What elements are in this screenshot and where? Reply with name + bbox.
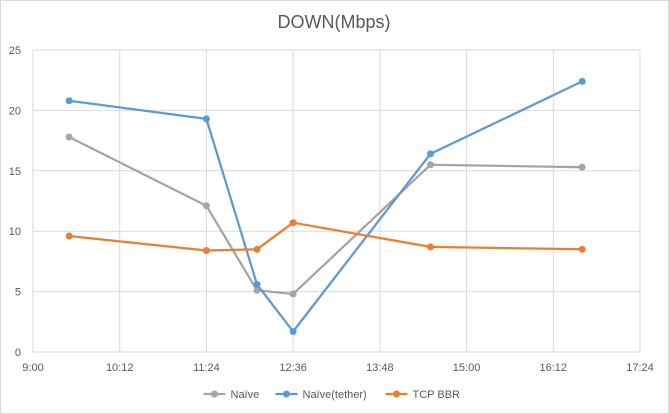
data-point-tcp-bbr xyxy=(65,232,73,240)
chart-title: DOWN(Mbps) xyxy=(278,12,391,32)
series-line-na-ve xyxy=(67,135,584,296)
data-point-tcp-bbr xyxy=(289,219,297,227)
y-tick-label: 25 xyxy=(9,45,21,57)
legend-label: TCP BBR xyxy=(413,389,461,401)
data-point-na-ve xyxy=(202,202,210,210)
legend-item: Naïve xyxy=(203,389,260,401)
legend-swatch-marker xyxy=(283,390,290,398)
x-tick-label: 15:00 xyxy=(453,362,481,374)
series-layer xyxy=(65,77,586,335)
data-point-na-ve-tether xyxy=(253,280,261,288)
y-tick-label: 0 xyxy=(15,347,21,359)
y-tick-label: 15 xyxy=(9,166,21,178)
data-point-na-ve-tether xyxy=(578,77,586,85)
data-point-tcp-bbr xyxy=(202,247,210,255)
legend-item: TCP BBR xyxy=(385,389,461,401)
x-tick-label: 17:24 xyxy=(626,362,654,374)
x-tick-label: 10:12 xyxy=(106,362,134,374)
series-line-tcp-bbr xyxy=(67,221,584,252)
x-tick-label: 16:12 xyxy=(540,362,568,374)
data-point-tcp-bbr xyxy=(253,245,261,253)
data-point-na-ve-tether xyxy=(202,115,210,123)
data-point-tcp-bbr xyxy=(578,245,586,253)
legend-item: Naïve(tether) xyxy=(275,389,367,401)
data-point-na-ve xyxy=(65,133,73,141)
data-point-na-ve xyxy=(578,163,586,171)
legend-swatch-marker xyxy=(211,390,218,398)
data-point-na-ve xyxy=(426,161,434,169)
y-tick-label: 20 xyxy=(9,105,21,117)
series-line-na-ve-tether xyxy=(67,80,584,333)
data-point-na-ve xyxy=(253,286,261,294)
x-axis-tick-labels: 9:00 10:12 11:24 12:36 13:48 15:00 16:12 17:24 xyxy=(22,362,653,374)
data-point-tcp-bbr xyxy=(426,243,434,251)
data-point-na-ve-tether xyxy=(289,327,297,335)
x-tick-label: 11:24 xyxy=(193,362,220,374)
legend-swatch-marker xyxy=(393,390,400,398)
y-tick-label: 5 xyxy=(15,287,21,299)
data-point-na-ve-tether xyxy=(65,97,73,105)
data-point-na-ve xyxy=(289,290,297,298)
data-point-na-ve-tether xyxy=(426,150,434,158)
legend: Naïve Naïve(tether) TCP BBR xyxy=(203,389,461,401)
gridlines xyxy=(32,49,641,353)
legend-label: Naïve xyxy=(231,389,260,401)
x-tick-label: 9:00 xyxy=(22,362,43,374)
x-tick-label: 12:36 xyxy=(279,362,307,374)
y-tick-label: 10 xyxy=(9,226,21,238)
legend-label: Naïve(tether) xyxy=(303,389,367,401)
y-axis-tick-labels: 0 5 10 15 20 25 xyxy=(9,45,21,359)
x-tick-label: 13:48 xyxy=(366,362,394,374)
